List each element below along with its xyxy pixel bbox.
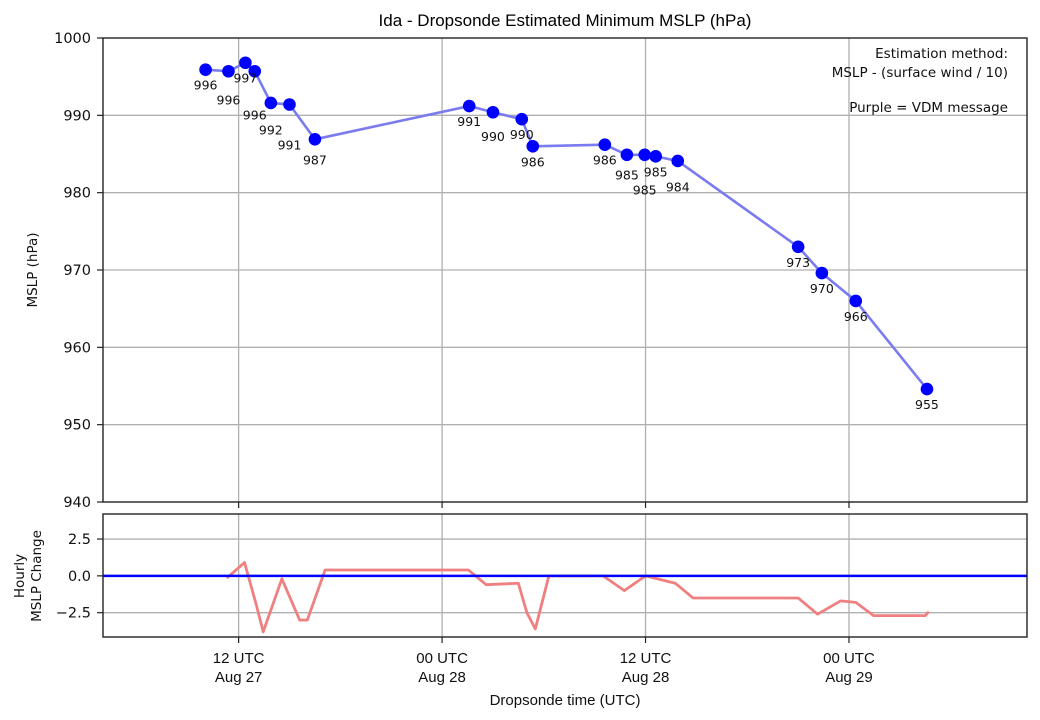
x-tick-label-time: 00 UTC	[416, 650, 468, 667]
mslp-line	[205, 61, 928, 390]
mslp-point-label: 955	[915, 397, 939, 412]
change-y-axis-label: Hourly MSLP Change	[12, 530, 45, 622]
mslp-point	[283, 98, 296, 111]
chart-title: Ida - Dropsonde Estimated Minimum MSLP (…	[379, 11, 752, 30]
main-y-tick-label: 960	[63, 340, 91, 356]
mslp-point	[462, 99, 476, 113]
mslp-point-label: 996	[194, 78, 218, 93]
mslp-point-label: 987	[303, 153, 327, 168]
x-tick-label-time: 00 UTC	[823, 650, 875, 667]
mslp-point	[222, 64, 235, 78]
mslp-point-label: 984	[666, 179, 690, 194]
mslp-point-label: 990	[481, 129, 505, 144]
mslp-point	[920, 382, 934, 396]
mslp-point-label: 985	[633, 183, 657, 198]
change-y-tick-label: 2.5	[68, 532, 91, 548]
mslp-point-label: 996	[243, 108, 267, 123]
mslp-point	[638, 148, 651, 162]
main-y-tick-label: 980	[63, 186, 91, 202]
mslp-point-label: 986	[521, 154, 545, 169]
change-y-tick-label: 0.0	[68, 569, 91, 585]
mslp-point	[620, 148, 634, 162]
mslp-point	[649, 150, 663, 163]
x-tick-label-date: Aug 28	[622, 669, 670, 686]
main-grid	[103, 38, 1027, 502]
mslp-point	[239, 56, 252, 70]
mslp-point-label: 986	[593, 153, 617, 168]
hourly-change-line	[226, 561, 930, 634]
annotation-line-2: MSLP - (surface wind / 10)	[832, 65, 1008, 81]
x-tick-label-time: 12 UTC	[213, 650, 265, 667]
main-y-axis: 940 950 960 970 980 990 1000	[54, 31, 103, 511]
mslp-point	[199, 63, 212, 77]
change-y-axis: 2.5 0.0 −2.5	[56, 532, 103, 622]
annotation-line-3: Purple = VDM message	[849, 100, 1008, 116]
x-tick-label-date: Aug 27	[215, 669, 263, 686]
mslp-point-label: 985	[644, 164, 668, 179]
change-y-label-line-1: Hourly	[12, 554, 28, 598]
x-tick-label-date: Aug 28	[418, 669, 466, 686]
x-axis: 12 UTC Aug 27 00 UTC Aug 28 12 UTC Aug 28 00 U…	[213, 502, 875, 686]
x-axis-label: Dropsonde time (UTC)	[490, 692, 641, 709]
mslp-point	[248, 64, 262, 78]
main-y-tick-label: 1000	[54, 31, 91, 47]
mslp-point-label: 973	[786, 255, 810, 270]
x-tick-label-time: 12 UTC	[620, 650, 672, 667]
mslp-point-label: 985	[615, 168, 639, 183]
mslp-point-label: 997	[233, 71, 257, 86]
mslp-point	[515, 112, 529, 126]
mslp-point	[598, 138, 612, 152]
mslp-point	[791, 240, 805, 254]
mslp-point	[671, 154, 685, 168]
change-y-tick-label: −2.5	[56, 606, 91, 622]
main-y-tick-label: 990	[63, 108, 91, 124]
mslp-point-label: 991	[278, 138, 302, 153]
change-series	[103, 561, 1027, 634]
change-y-label-line-2: MSLP Change	[29, 530, 45, 622]
mslp-point-label: 966	[844, 309, 868, 324]
main-y-axis-label: MSLP (hPa)	[25, 232, 41, 307]
mslp-point-label: 996	[217, 93, 241, 108]
annotation-box: Estimation method: MSLP - (surface wind …	[832, 46, 1008, 116]
mslp-point	[815, 266, 829, 280]
mslp-point	[486, 105, 500, 119]
mslp-point	[308, 133, 322, 146]
mslp-point-label: 992	[259, 123, 283, 138]
mslp-point-label: 970	[810, 281, 834, 296]
mslp-point	[849, 294, 863, 308]
mslp-point-label: 991	[457, 114, 481, 129]
annotation-line-1: Estimation method:	[875, 46, 1008, 62]
main-y-tick-label: 940	[63, 495, 91, 511]
mslp-point	[526, 139, 540, 153]
mslp-point	[264, 96, 278, 110]
main-y-tick-label: 950	[63, 418, 91, 434]
mslp-point-label: 990	[510, 127, 534, 142]
x-tick-label-date: Aug 29	[825, 669, 873, 686]
main-y-tick-label: 970	[63, 263, 91, 279]
